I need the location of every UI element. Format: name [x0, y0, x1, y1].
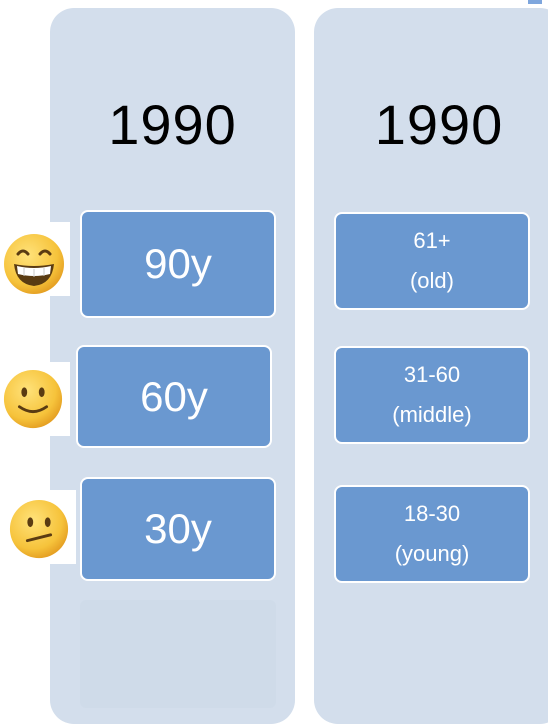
age-box-60y: 60y — [76, 345, 272, 448]
age-label: 30y — [144, 505, 212, 552]
grinning-face-icon — [4, 234, 64, 294]
right-column-year: 1990 — [374, 93, 504, 156]
range-box-middle: 31-60 (middle) — [334, 346, 530, 444]
range-box-old: 61+ (old) — [334, 212, 530, 310]
age-box-30y: 30y — [80, 477, 276, 581]
range-label: 18-30 — [403, 501, 461, 526]
range-label: 61+ — [413, 228, 451, 253]
age-label: 90y — [144, 240, 212, 287]
corner-mark — [528, 0, 542, 4]
range-label: 31-60 — [403, 362, 461, 387]
age-box-90y: 90y — [80, 210, 276, 318]
range-box-young: 18-30 (young) — [334, 485, 530, 583]
faint-box-placeholder — [80, 600, 276, 708]
left-column-year: 1990 — [108, 93, 237, 156]
range-category: (young) — [394, 541, 470, 566]
range-category: (old) — [409, 268, 454, 293]
age-label: 60y — [140, 372, 208, 420]
confused-face-icon — [9, 499, 69, 559]
slightly-smiling-face-icon — [3, 369, 63, 429]
range-category: (middle) — [392, 402, 472, 427]
